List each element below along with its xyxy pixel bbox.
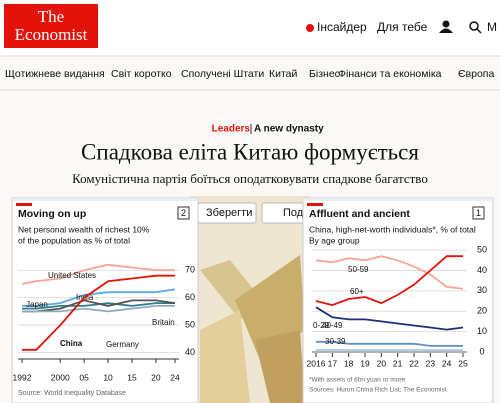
series-label: 0-29 (313, 321, 330, 330)
nav-link[interactable]: Китай (269, 68, 298, 80)
x-tick-label: 24 (442, 358, 452, 368)
insider-dot (306, 24, 314, 32)
chart-number: 1 (476, 208, 481, 218)
series-label: 50-59 (348, 265, 369, 274)
red-tag (16, 203, 32, 206)
series-line (315, 255, 463, 307)
series-label: Britain (152, 318, 175, 327)
red-tag (307, 203, 323, 206)
series-label: 30-39 (325, 337, 346, 346)
series-line (22, 288, 176, 307)
chart-title: Moving on up (18, 208, 86, 220)
y-tick-label: 10 (477, 326, 487, 336)
chart-subtitle: China, high-net-worth individuals*, % of… (309, 224, 476, 234)
y-tick-label: 40 (477, 265, 487, 275)
button-label: Под (283, 207, 304, 219)
x-tick-label: 17 (328, 358, 338, 368)
rubric: A new dynasty (254, 124, 324, 135)
chart-card-top (12, 198, 198, 201)
chart-note: Sources: Hurun China Rich List; The Econ… (309, 387, 447, 394)
chart-card (302, 197, 494, 403)
chart-number-box (177, 206, 190, 220)
section[interactable]: Leaders (212, 124, 251, 135)
search-icon[interactable] (469, 21, 482, 34)
x-tick-label: 20 (377, 358, 387, 368)
button-label: Зберегти (206, 207, 252, 219)
account-icon[interactable] (439, 20, 453, 34)
x-tick-label: 05 (79, 372, 89, 382)
y-tick-label: 70 (185, 265, 195, 275)
logo-text: The (38, 7, 64, 26)
x-tick-label: 22 (409, 358, 419, 368)
chart-card-top (303, 198, 493, 201)
series-line (316, 340, 463, 347)
logo[interactable] (4, 4, 98, 48)
chart-number: 2 (181, 208, 186, 218)
chart-title: Affluent and ancient (309, 208, 410, 220)
series-line (315, 306, 464, 331)
chart-subtitle: By age group (309, 235, 360, 245)
chart-note: *With assets of 6bn yuan or more (309, 377, 405, 384)
nav-link[interactable]: Сполучені Штати (181, 68, 264, 80)
series-label: United States (48, 271, 96, 280)
x-tick-label: 2016 (307, 358, 326, 368)
x-tick-label: 10 (103, 372, 113, 382)
search-label[interactable]: M (487, 20, 497, 34)
x-tick-label: 20 (151, 372, 161, 382)
y-tick-label: 50 (185, 319, 195, 329)
header-link[interactable]: Для тебе (377, 20, 428, 34)
series-label: 60+ (350, 287, 364, 296)
y-tick-label: 30 (477, 285, 487, 295)
x-tick-label: 19 (360, 358, 370, 368)
nav-link[interactable]: Щотижневе видання (5, 68, 105, 80)
series-line (315, 255, 464, 290)
y-tick-label: 20 (477, 306, 487, 316)
chart-subtitle: Net personal wealth of richest 10% (18, 224, 150, 234)
x-tick-label: 15 (127, 372, 137, 382)
x-tick-label: 2000 (51, 372, 70, 382)
series-line (22, 274, 175, 351)
x-tick-label: 23 (426, 358, 436, 368)
x-tick-label: 21 (393, 358, 403, 368)
chart-number-box (472, 206, 485, 220)
logo-text: Economist (15, 25, 88, 44)
y-tick-label: 0 (479, 346, 484, 356)
nav-link[interactable]: Фінанси та економіка (338, 68, 442, 80)
x-tick-label: 25 (458, 358, 468, 368)
y-tick-label: 40 (185, 347, 195, 357)
series-line (21, 263, 175, 285)
series-label: 40-49 (322, 321, 343, 330)
x-tick-label: 1992 (13, 372, 32, 382)
x-tick-label: 18 (344, 358, 354, 368)
series-label: China (60, 339, 83, 348)
hero-image (190, 196, 310, 403)
nav-link[interactable]: Світ коротко (111, 68, 172, 80)
standfirst: Комуністична партія боїться оподатковува… (72, 171, 428, 186)
series-label: Germany (106, 340, 139, 349)
y-tick-label: 50 (477, 244, 487, 254)
y-tick-label: 60 (185, 292, 195, 302)
chart-source: Source: World Inequality Database (18, 390, 126, 397)
headline: Спадкова еліта Китаю формується (81, 139, 419, 164)
nav-link[interactable]: Бізнес (309, 68, 340, 80)
header-link[interactable]: Інсайдер (317, 20, 367, 34)
chart-subtitle: of the population as % of total (18, 235, 130, 245)
nav-link[interactable]: Європа (458, 68, 494, 80)
series-line (22, 305, 175, 313)
x-tick-label: 24 (170, 372, 180, 382)
series-line (22, 302, 175, 310)
series-label: Japan (26, 300, 48, 309)
